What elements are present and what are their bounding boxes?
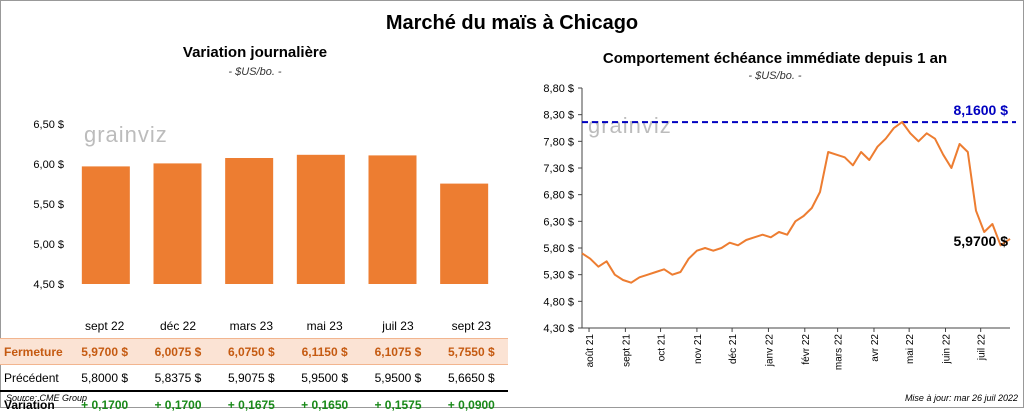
table-header-cell: mars 23 — [229, 318, 273, 333]
price-line — [581, 121, 1011, 284]
bar — [81, 166, 130, 284]
x-tick-label: févr 22 — [801, 334, 812, 365]
table-row-fermeture: Fermeture 5,9700 $ 6,0075 $ 6,0750 $ 6,1… — [0, 338, 508, 365]
table-header-cell: déc 22 — [159, 318, 196, 333]
right-watermark-logo: grainviz — [588, 113, 672, 138]
table-cell: 5,9500 $ — [374, 370, 422, 385]
right-chart-title: Comportement échéance immédiate depuis 1… — [602, 50, 948, 67]
x-tick-label: mai 22 — [905, 334, 916, 364]
y-tick-label: 4,80 $ — [543, 296, 574, 308]
table-header-cell: sept 23 — [451, 318, 491, 333]
table-cell: 6,0075 $ — [141, 338, 215, 365]
table-cell: + 0,0900 — [434, 390, 508, 417]
y-tick-label: 6,50 $ — [33, 119, 64, 131]
x-tick-label: août 21 — [585, 334, 596, 368]
source-note: Source: CME Group — [6, 393, 88, 403]
bar — [153, 163, 202, 284]
x-tick-label: oct 21 — [657, 334, 668, 362]
left-watermark-logo: grainviz — [84, 122, 168, 147]
left-bar-chart: 4,50 $ 5,00 $ 5,50 $ 6,00 $ 6,50 $ — [33, 119, 489, 291]
reference-label: 8,1600 $ — [954, 102, 1009, 118]
table-cell: 5,9075 $ — [227, 370, 275, 385]
bar — [225, 158, 274, 284]
x-tick-label: janv 22 — [764, 334, 775, 368]
x-tick-label: sept 21 — [621, 334, 632, 367]
x-tick-label: déc 21 — [728, 334, 739, 364]
table-header-cell: mai 23 — [306, 318, 343, 333]
x-tick-label: avr 22 — [870, 334, 881, 362]
row-label: Précédent — [4, 370, 59, 385]
x-tick-label: nov 21 — [693, 334, 704, 364]
table-cell: 5,8375 $ — [154, 370, 202, 385]
table-cell: 5,9700 $ — [68, 338, 142, 365]
right-line-chart: 4,30 $ 4,80 $ 5,30 $ 5,80 $ 6,30 $ 6,80 $ 7,30… — [543, 83, 1016, 371]
main-title: Marché du maïs à Chicago — [385, 12, 639, 34]
table-cell: + 0,1575 — [361, 390, 435, 417]
y-tick-label: 6,00 $ — [33, 159, 64, 171]
y-tick-label: 6,30 $ — [543, 216, 574, 228]
left-chart-unit: - $US/bo. - — [228, 66, 282, 78]
table-corner-cell — [0, 313, 68, 339]
table-cell: 6,0750 $ — [214, 338, 288, 365]
y-tick-label: 6,80 $ — [543, 190, 574, 202]
y-tick-label: 7,30 $ — [543, 163, 574, 175]
table-cell: 5,6650 $ — [447, 370, 495, 385]
table-cell: + 0,1650 — [287, 390, 362, 417]
y-tick-label: 4,30 $ — [543, 323, 574, 335]
table-cell: 5,9500 $ — [301, 370, 348, 385]
bar — [368, 155, 417, 284]
table-category-row: sept 22 déc 22 mars 23 mai 23 juil 23 se… — [0, 313, 508, 339]
x-tick-label: juil 22 — [977, 334, 988, 362]
table-cell: 5,7550 $ — [434, 338, 508, 365]
table-cell: + 0,1675 — [214, 390, 288, 417]
table-row-precedent: Précédent 5,8000 $ 5,8375 $ 5,9075 $ 5,9… — [0, 365, 508, 392]
y-tick-label: 8,80 $ — [543, 83, 574, 95]
y-tick-label: 5,30 $ — [543, 270, 574, 282]
y-tick-label: 4,50 $ — [33, 279, 64, 291]
bar — [440, 183, 489, 284]
y-tick-label: 5,50 $ — [33, 199, 64, 211]
x-tick-label: juin 22 — [942, 334, 953, 365]
table-cell: 6,1150 $ — [287, 338, 362, 365]
row-label: Fermeture — [0, 338, 68, 365]
x-tick-label: mars 22 — [834, 334, 845, 371]
left-chart-title: Variation journalière — [182, 44, 328, 61]
table-header-cell: sept 22 — [84, 318, 125, 333]
table-cell: 6,1075 $ — [361, 338, 435, 365]
table-header-cell: juil 23 — [382, 318, 414, 333]
update-note: Mise à jour: mar 26 juil 2022 — [904, 393, 1018, 403]
right-chart-unit: - $US/bo. - — [748, 70, 802, 82]
y-tick-label: 8,30 $ — [543, 110, 574, 122]
table-cell: + 0,1700 — [141, 390, 215, 417]
table-cell: 5,8000 $ — [81, 370, 129, 385]
y-tick-label: 5,00 $ — [33, 239, 64, 251]
y-tick-label: 5,80 $ — [543, 243, 574, 255]
y-tick-label: 7,80 $ — [543, 136, 574, 148]
last-value-label: 5,9700 $ — [954, 233, 1009, 249]
bar — [296, 154, 345, 284]
